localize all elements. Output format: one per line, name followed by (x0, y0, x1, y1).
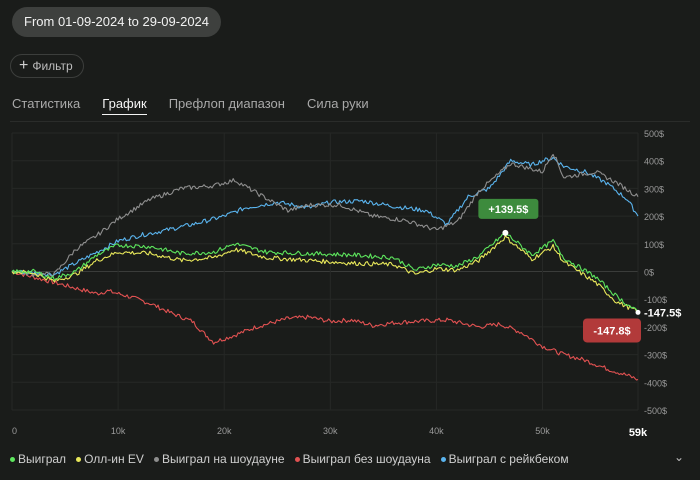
winnings-line-chart: 500$ 400$ 300$ 200$ 100$ 0$ -100$ -200$ -300$ -40… (11, 129, 681, 439)
end-value-label: -147.5$ (644, 307, 681, 319)
legend-item-1[interactable]: Олл-ин EV (76, 452, 144, 466)
y-tick-label: -500$ (644, 406, 667, 416)
legend-item-4[interactable]: Выиграл с рейкбеком (440, 452, 569, 466)
y-tick-label: -400$ (644, 378, 667, 388)
tab-statistics[interactable]: Статистика (12, 96, 81, 111)
legend-label: Выиграл без шоудауна (302, 452, 431, 466)
peak-marker (502, 229, 509, 236)
series-line-4 (11, 156, 639, 277)
tab-preflop-range[interactable]: Префлоп диапазон (168, 96, 285, 111)
legend-dot (153, 456, 159, 462)
y-tick-label: 400$ (644, 157, 664, 167)
x-tick-label: 50k (535, 426, 550, 436)
legend-label: Выиграл с рейкбеком (448, 452, 569, 466)
chevron-down-icon[interactable]: ⌄ (673, 450, 684, 464)
series-line-0 (11, 231, 639, 313)
y-tick-label: -200$ (644, 323, 667, 333)
filter-label: Фильтр (32, 59, 73, 73)
legend-label: Выиграл на шоудауне (161, 452, 285, 466)
series-line-3 (11, 270, 639, 381)
filter-button[interactable]: + Фильтр (10, 54, 84, 78)
end-loss-badge (583, 318, 641, 343)
plus-icon: + (19, 57, 29, 74)
y-tick-label: 200$ (644, 212, 664, 222)
tab-bar: Статистика График Префлоп диапазон Сила … (12, 96, 369, 115)
end-loss-label: -147.8$ (593, 325, 630, 337)
legend-label: Выиграл (18, 452, 67, 466)
series-line-2 (11, 153, 639, 277)
legend-item-3[interactable]: Выиграл без шоудауна (294, 452, 431, 466)
legend-dot (440, 456, 446, 462)
legend-dot (76, 456, 82, 462)
x-tick-label: 20k (217, 426, 232, 436)
legend-dot (10, 456, 15, 462)
x-end-label: 59k (629, 427, 648, 439)
legend-dot (294, 456, 300, 462)
legend-item-2[interactable]: Выиграл на шоудауне (153, 452, 285, 466)
series-line-1 (11, 234, 639, 313)
y-tick-label: 0$ (644, 268, 654, 278)
tab-hand-strength[interactable]: Сила руки (306, 96, 369, 111)
y-tick-label: 500$ (644, 129, 664, 139)
legend-item-0[interactable]: Выиграл (10, 452, 66, 466)
end-marker (635, 309, 641, 315)
x-tick-label: 0 (12, 426, 17, 436)
y-tick-label: -100$ (644, 295, 667, 305)
chart-legend: Выиграл Олл-ин EV Выиграл на шоудауне Выигр… (10, 452, 569, 466)
peak-label: +139.5$ (488, 204, 528, 216)
tab-graph[interactable]: График (102, 96, 147, 115)
date-range-pill[interactable]: From 01-09-2024 to 29-09-2024 (12, 7, 222, 37)
y-tick-label: -300$ (644, 351, 667, 361)
x-tick-label: 40k (429, 426, 444, 436)
y-tick-label: 100$ (644, 240, 664, 250)
x-tick-label: 10k (111, 426, 126, 436)
peak-label-badge (478, 198, 539, 219)
legend-label: Олл-ин EV (84, 452, 144, 466)
x-tick-label: 30k (323, 426, 338, 436)
y-tick-label: 300$ (644, 184, 664, 194)
tab-divider (10, 121, 690, 122)
